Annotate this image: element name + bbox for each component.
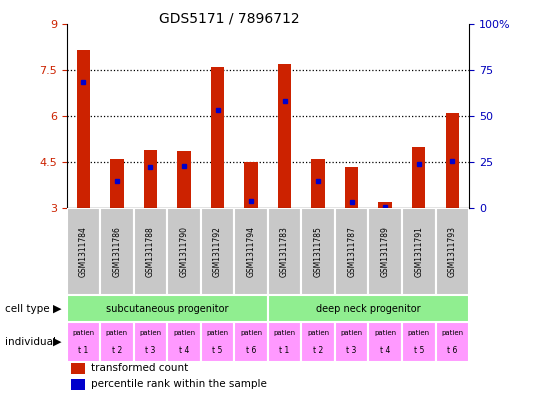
Bar bbox=[402, 208, 435, 295]
Bar bbox=[235, 208, 268, 295]
Bar bbox=[335, 322, 368, 362]
Bar bbox=[402, 322, 435, 362]
Bar bbox=[67, 208, 100, 295]
Text: GSM1311792: GSM1311792 bbox=[213, 226, 222, 277]
Text: transformed count: transformed count bbox=[91, 364, 188, 373]
Text: GSM1311790: GSM1311790 bbox=[180, 226, 189, 277]
Text: t 6: t 6 bbox=[246, 346, 256, 355]
Text: t 1: t 1 bbox=[78, 346, 88, 355]
Bar bbox=[211, 67, 224, 208]
Bar bbox=[244, 162, 258, 208]
Bar bbox=[378, 202, 392, 208]
Text: individual: individual bbox=[5, 337, 56, 347]
Text: t 3: t 3 bbox=[146, 346, 156, 355]
Text: t 1: t 1 bbox=[279, 346, 290, 355]
Text: cell type: cell type bbox=[5, 303, 50, 314]
Bar bbox=[301, 208, 335, 295]
Bar bbox=[100, 322, 134, 362]
Text: patien: patien bbox=[307, 330, 329, 336]
Text: GSM1311783: GSM1311783 bbox=[280, 226, 289, 277]
Bar bbox=[435, 322, 469, 362]
Bar bbox=[77, 50, 90, 208]
Text: GSM1311786: GSM1311786 bbox=[112, 226, 122, 277]
Text: GSM1311794: GSM1311794 bbox=[247, 226, 255, 277]
Bar bbox=[412, 147, 425, 208]
Bar bbox=[301, 322, 335, 362]
Bar bbox=[100, 208, 134, 295]
Text: t 5: t 5 bbox=[414, 346, 424, 355]
Bar bbox=[134, 208, 167, 295]
Text: GSM1311791: GSM1311791 bbox=[414, 226, 423, 277]
Bar bbox=[368, 208, 402, 295]
Bar bbox=[201, 208, 235, 295]
Bar bbox=[167, 322, 201, 362]
Bar bbox=[177, 151, 191, 208]
Bar bbox=[268, 295, 469, 322]
Text: t 4: t 4 bbox=[380, 346, 390, 355]
Text: t 2: t 2 bbox=[313, 346, 323, 355]
Text: GSM1311788: GSM1311788 bbox=[146, 226, 155, 277]
Text: GSM1311787: GSM1311787 bbox=[347, 226, 356, 277]
Text: subcutaneous progenitor: subcutaneous progenitor bbox=[106, 303, 229, 314]
Text: ▶: ▶ bbox=[53, 303, 61, 314]
Bar bbox=[235, 322, 268, 362]
Text: GSM1311793: GSM1311793 bbox=[448, 226, 457, 277]
Bar bbox=[446, 113, 459, 208]
Text: patien: patien bbox=[374, 330, 396, 336]
Text: GSM1311789: GSM1311789 bbox=[381, 226, 390, 277]
Bar bbox=[268, 208, 301, 295]
Bar bbox=[335, 208, 368, 295]
Text: patien: patien bbox=[140, 330, 161, 336]
Bar bbox=[268, 322, 301, 362]
Bar bbox=[67, 295, 268, 322]
Bar bbox=[311, 159, 325, 208]
Text: patien: patien bbox=[441, 330, 463, 336]
Text: patien: patien bbox=[408, 330, 430, 336]
Text: t 6: t 6 bbox=[447, 346, 457, 355]
Bar bbox=[167, 208, 201, 295]
Text: t 5: t 5 bbox=[212, 346, 223, 355]
Text: patien: patien bbox=[72, 330, 94, 336]
Text: t 2: t 2 bbox=[112, 346, 122, 355]
Bar bbox=[71, 379, 85, 390]
Bar bbox=[134, 322, 167, 362]
Text: ▶: ▶ bbox=[53, 337, 61, 347]
Bar bbox=[435, 208, 469, 295]
Text: patien: patien bbox=[273, 330, 296, 336]
Bar bbox=[201, 322, 235, 362]
Bar bbox=[144, 150, 157, 208]
Text: GDS5171 / 7896712: GDS5171 / 7896712 bbox=[159, 12, 300, 26]
Text: patien: patien bbox=[106, 330, 128, 336]
Bar bbox=[67, 322, 100, 362]
Text: deep neck progenitor: deep neck progenitor bbox=[316, 303, 421, 314]
Bar bbox=[278, 64, 292, 208]
Text: patien: patien bbox=[240, 330, 262, 336]
Text: patien: patien bbox=[173, 330, 195, 336]
Text: percentile rank within the sample: percentile rank within the sample bbox=[91, 379, 266, 389]
Bar bbox=[368, 322, 402, 362]
Text: GSM1311785: GSM1311785 bbox=[313, 226, 322, 277]
Text: patien: patien bbox=[341, 330, 363, 336]
Text: GSM1311784: GSM1311784 bbox=[79, 226, 88, 277]
Bar bbox=[345, 167, 358, 208]
Bar bbox=[110, 159, 124, 208]
Text: t 4: t 4 bbox=[179, 346, 189, 355]
Text: t 3: t 3 bbox=[346, 346, 357, 355]
Bar bbox=[71, 363, 85, 374]
Text: patien: patien bbox=[206, 330, 229, 336]
